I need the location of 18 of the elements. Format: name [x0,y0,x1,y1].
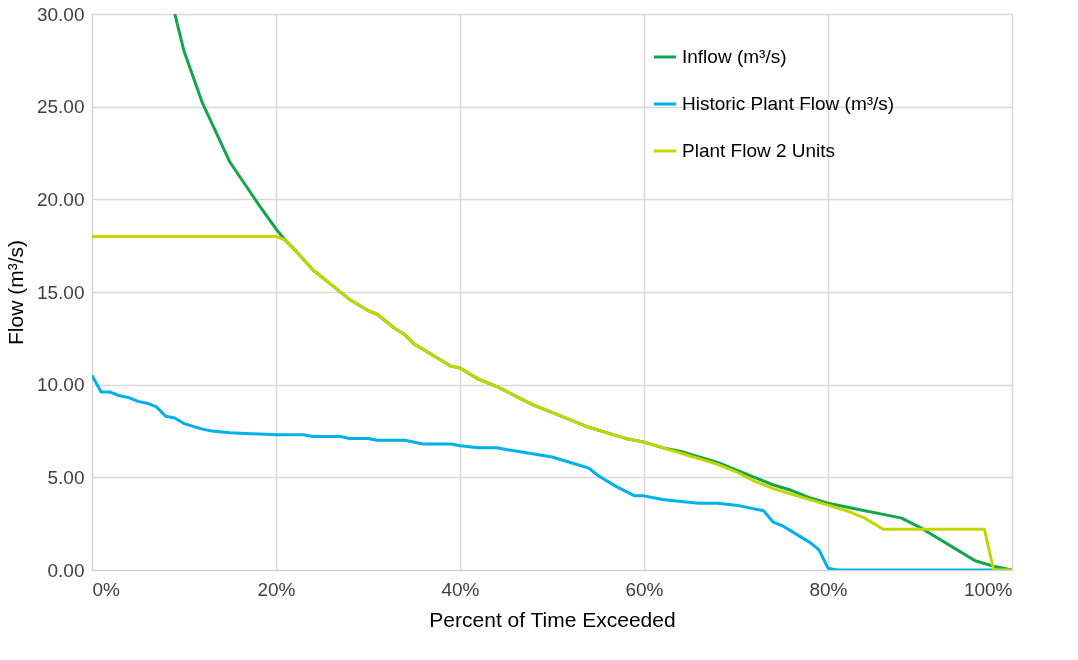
x-tick-label: 100% [963,578,1013,600]
y-axis-title: Flow (m³/s) [3,240,27,345]
y-tick-label: 10.00 [36,374,85,396]
x-tick-label: 60% [625,578,664,600]
x-tick-label: 40% [441,578,480,600]
legend-label: Historic Plant Flow (m³/s) [682,93,895,114]
x-tick-label: 80% [809,578,848,600]
legend-label: Inflow (m³/s) [682,46,787,67]
y-tick-label: 25.00 [36,96,85,118]
x-axis-title: Percent of Time Exceeded [429,607,676,631]
x-tick-label: 20% [257,578,296,600]
y-tick-label: 15.00 [36,281,85,303]
legend-label: Plant Flow 2 Units [682,140,836,161]
x-tick-label: 0% [92,578,121,600]
y-tick-label: 30.00 [36,3,85,25]
y-tick-label: 0.00 [47,559,85,581]
y-tick-label: 20.00 [36,188,85,210]
y-tick-label: 5.00 [47,466,85,488]
